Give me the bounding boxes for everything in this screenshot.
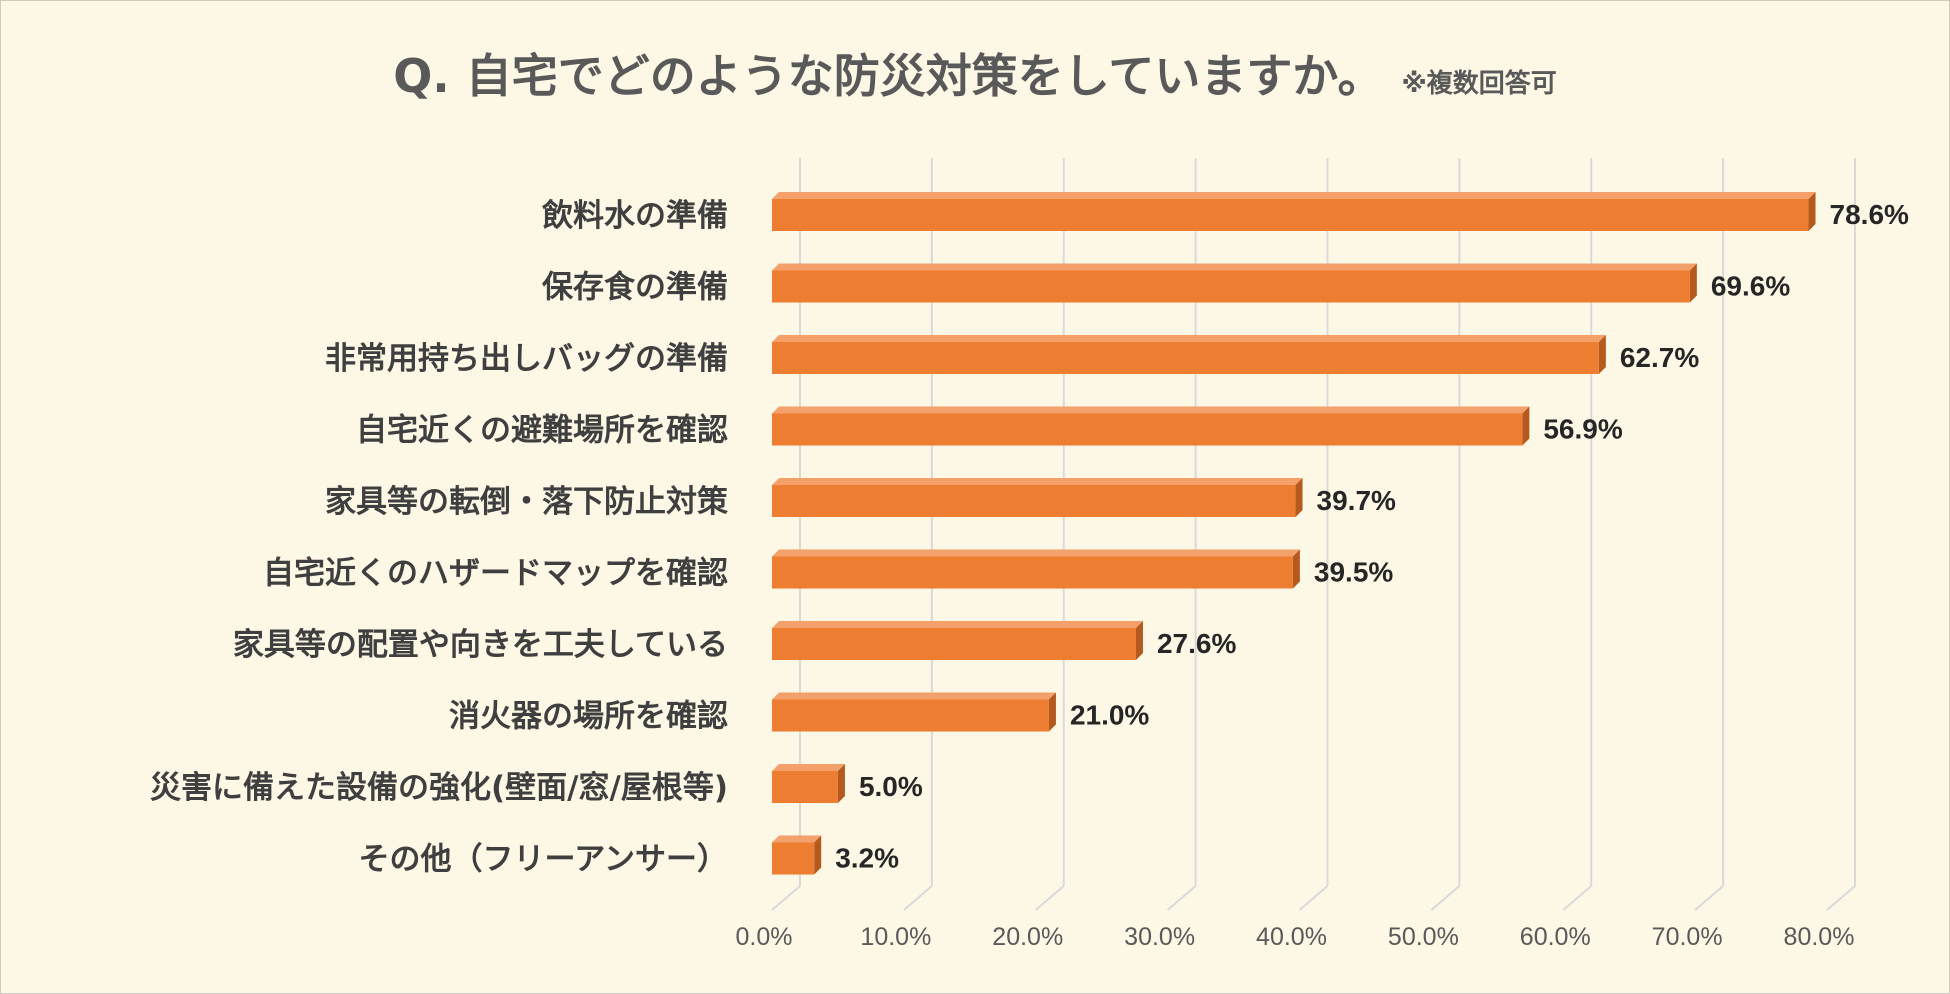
value-label: 21.0% <box>1070 700 1149 731</box>
bar-top <box>772 621 1143 628</box>
x-tick-label: 60.0% <box>1520 923 1591 951</box>
value-label: 69.6% <box>1711 271 1790 302</box>
bar-top <box>772 478 1303 485</box>
category-label: 自宅近くの避難場所を確認 <box>356 413 728 449</box>
x-tick-label: 50.0% <box>1388 923 1459 951</box>
gridline-depth <box>1562 885 1592 911</box>
value-label: 39.7% <box>1317 485 1396 516</box>
category-label: 自宅近くのハザードマップを確認 <box>263 556 728 592</box>
chart-title: Q. 自宅でどのような防災対策をしていますか。 <box>393 49 1384 103</box>
bar <box>772 199 1809 231</box>
bar-side <box>1808 192 1816 231</box>
x-tick-label: 80.0% <box>1784 923 1855 951</box>
gridline-depth <box>771 885 801 911</box>
bar <box>772 771 838 803</box>
bar <box>772 342 1599 374</box>
category-label: 飲料水の準備 <box>542 198 728 234</box>
bar-side <box>1689 263 1697 303</box>
bar <box>772 413 1523 446</box>
bar <box>772 628 1136 660</box>
x-tick-label: 70.0% <box>1652 923 1723 951</box>
bar-top <box>772 263 1697 271</box>
bar-side <box>814 835 822 875</box>
bar-top <box>772 335 1606 342</box>
bar-top <box>772 764 845 771</box>
category-label: 保存食の準備 <box>542 270 728 306</box>
category-label: 家具等の転倒・落下防止対策 <box>325 484 728 520</box>
x-tick-label: 30.0% <box>1124 923 1195 951</box>
bar-top <box>772 406 1530 414</box>
bar <box>772 485 1296 517</box>
gridline-depth <box>1430 885 1461 911</box>
value-label: 56.9% <box>1543 414 1622 445</box>
value-label: 5.0% <box>859 771 923 802</box>
category-label: 消火器の場所を確認 <box>449 699 728 735</box>
gridline-depth <box>903 885 933 911</box>
bar-side <box>1522 406 1530 446</box>
bar-top <box>772 549 1300 557</box>
bar <box>772 842 815 875</box>
bar-side <box>1295 478 1303 517</box>
bar <box>772 699 1049 732</box>
title-row: Q. 自宅でどのような防災対策をしていますか。 ※複数回答可 <box>0 40 1950 106</box>
value-label: 78.6% <box>1830 199 1909 230</box>
bar-side <box>837 764 845 803</box>
gridline-depth <box>1035 885 1065 911</box>
value-label: 62.7% <box>1620 342 1699 373</box>
gridline-depth <box>1694 885 1724 911</box>
x-tick-label: 40.0% <box>1256 923 1327 951</box>
category-label: 非常用持ち出しバッグの準備 <box>325 341 728 377</box>
bar-side <box>1292 549 1300 589</box>
bar <box>772 556 1293 589</box>
bar-side <box>1048 692 1056 732</box>
gridline-depth <box>1826 885 1856 911</box>
value-label: 3.2% <box>835 843 899 874</box>
bar <box>772 270 1690 303</box>
bar-side <box>1135 621 1143 660</box>
bar-top <box>772 692 1056 700</box>
category-label: その他（フリーアンサー） <box>358 842 728 878</box>
gridline-depth <box>1298 885 1329 911</box>
value-label: 27.6% <box>1157 628 1236 659</box>
bar-side <box>1598 335 1606 374</box>
bar-top <box>772 192 1816 199</box>
bar-top <box>772 835 822 843</box>
category-label: 家具等の配置や向きを工夫している <box>233 627 728 663</box>
gridline-depth <box>1166 885 1197 911</box>
x-tick-label: 0.0% <box>736 923 793 951</box>
chart-subtitle: ※複数回答可 <box>1401 69 1557 99</box>
x-tick-label: 20.0% <box>992 923 1063 951</box>
category-label: 災害に備えた設備の強化(壁面/窓/屋根等) <box>150 770 728 806</box>
x-tick-label: 10.0% <box>860 923 931 951</box>
value-label: 39.5% <box>1314 557 1393 588</box>
